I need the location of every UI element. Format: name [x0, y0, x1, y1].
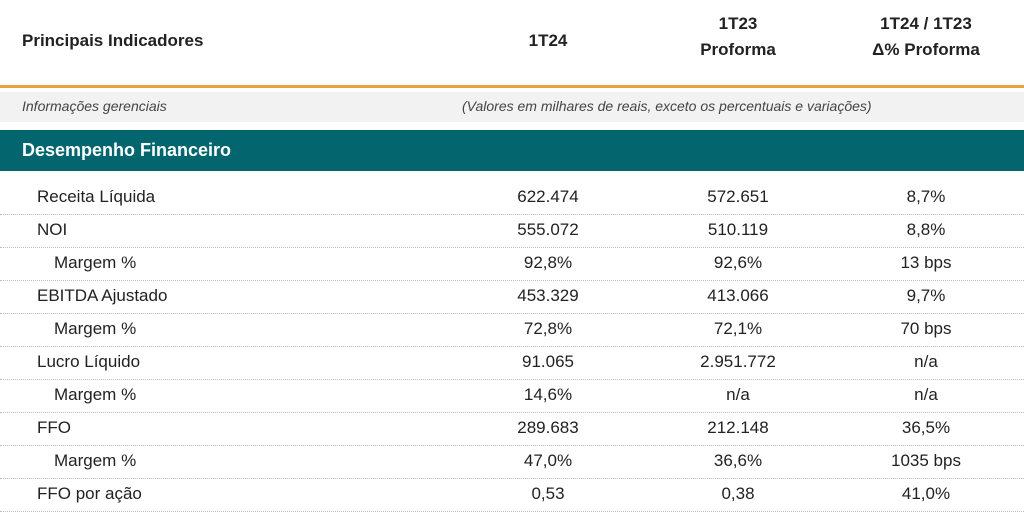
table-row: FFO por ação 0,53 0,38 41,0%	[0, 479, 1024, 512]
cell-v1: 289.683	[517, 418, 579, 437]
cell-v2: n/a	[726, 385, 750, 404]
table-header: Principais Indicadores 1T24 1T23 Proform…	[0, 0, 1024, 88]
cell-v3: 70 bps	[900, 319, 952, 338]
cell-v1: 92,8%	[523, 253, 573, 272]
cell-v1: 0,53	[531, 484, 565, 503]
column-header-line: Δ% Proforma	[872, 40, 980, 59]
cell-v3: 1035 bps	[891, 451, 961, 470]
column-header-line: 1T23	[718, 14, 758, 33]
table-title: Principais Indicadores	[22, 31, 204, 50]
cell-v2: 572.651	[707, 187, 769, 206]
cell-v1: 622.474	[517, 187, 579, 206]
row-label: NOI	[37, 220, 68, 239]
table-row: FFO 289.683 212.148 36,5%	[0, 413, 1024, 446]
table-row: Margem % 14,6% n/a n/a	[0, 380, 1024, 413]
column-header-1t24: 1T24	[528, 31, 568, 50]
table-row: Margem % 72,8% 72,1% 70 bps	[0, 314, 1024, 347]
cell-v2: 92,6%	[713, 253, 763, 272]
section-header: Desempenho Financeiro	[0, 130, 1024, 171]
cell-v2: 413.066	[707, 286, 769, 305]
cell-v1: 453.329	[517, 286, 579, 305]
units-note: (Valores em milhares de reais, exceto os…	[462, 98, 872, 114]
row-label: FFO	[37, 418, 71, 437]
cell-v3: 13 bps	[900, 253, 952, 272]
cell-v3: 8,8%	[906, 220, 946, 239]
cell-v2: 0,38	[721, 484, 755, 503]
cell-v3: n/a	[914, 385, 938, 404]
row-label: Margem %	[54, 319, 137, 338]
info-bar: Informações gerenciais (Valores em milha…	[0, 92, 1024, 122]
table-row: NOI 555.072 510.119 8,8%	[0, 215, 1024, 248]
table-row: Margem % 47,0% 36,6% 1035 bps	[0, 446, 1024, 479]
cell-v2: 72,1%	[713, 319, 763, 338]
cell-v3: n/a	[914, 352, 938, 371]
row-label: Lucro Líquido	[37, 352, 141, 371]
table-row: Lucro Líquido 91.065 2.951.772 n/a	[0, 347, 1024, 380]
cell-v3: 41,0%	[901, 484, 951, 503]
section-title: Desempenho Financeiro	[22, 140, 232, 160]
column-header-line: 1T24 / 1T23	[880, 14, 972, 33]
row-label: EBITDA Ajustado	[37, 286, 168, 305]
cell-v3: 8,7%	[906, 187, 946, 206]
cell-v2: 212.148	[707, 418, 769, 437]
cell-v2: 36,6%	[713, 451, 763, 470]
cell-v1: 91.065	[522, 352, 574, 371]
cell-v3: 36,5%	[901, 418, 951, 437]
column-header-variation: 1T24 / 1T23 Δ% Proforma	[846, 11, 1006, 63]
cell-v2: 2.951.772	[700, 352, 776, 371]
cell-v1: 555.072	[517, 220, 579, 239]
cell-v3: 9,7%	[906, 286, 946, 305]
table-row: EBITDA Ajustado 453.329 413.066 9,7%	[0, 281, 1024, 314]
table-row: Margem % 92,8% 92,6% 13 bps	[0, 248, 1024, 281]
cell-v1: 72,8%	[523, 319, 573, 338]
row-label: Margem %	[54, 253, 137, 272]
row-label: Margem %	[54, 451, 137, 470]
cell-v1: 14,6%	[523, 385, 573, 404]
cell-v2: 510.119	[707, 220, 769, 239]
row-label: Receita Líquida	[37, 187, 156, 206]
table-body: Receita Líquida 622.474 572.651 8,7% NOI 555.…	[0, 182, 1024, 512]
cell-v1: 47,0%	[523, 451, 573, 470]
table-row: Receita Líquida 622.474 572.651 8,7%	[0, 182, 1024, 215]
row-label: FFO por ação	[37, 484, 142, 503]
info-label: Informações gerenciais	[22, 98, 167, 114]
column-header-1t23-proforma: 1T23 Proforma	[658, 11, 818, 63]
row-label: Margem %	[54, 385, 137, 404]
column-header-line: Proforma	[700, 40, 776, 59]
